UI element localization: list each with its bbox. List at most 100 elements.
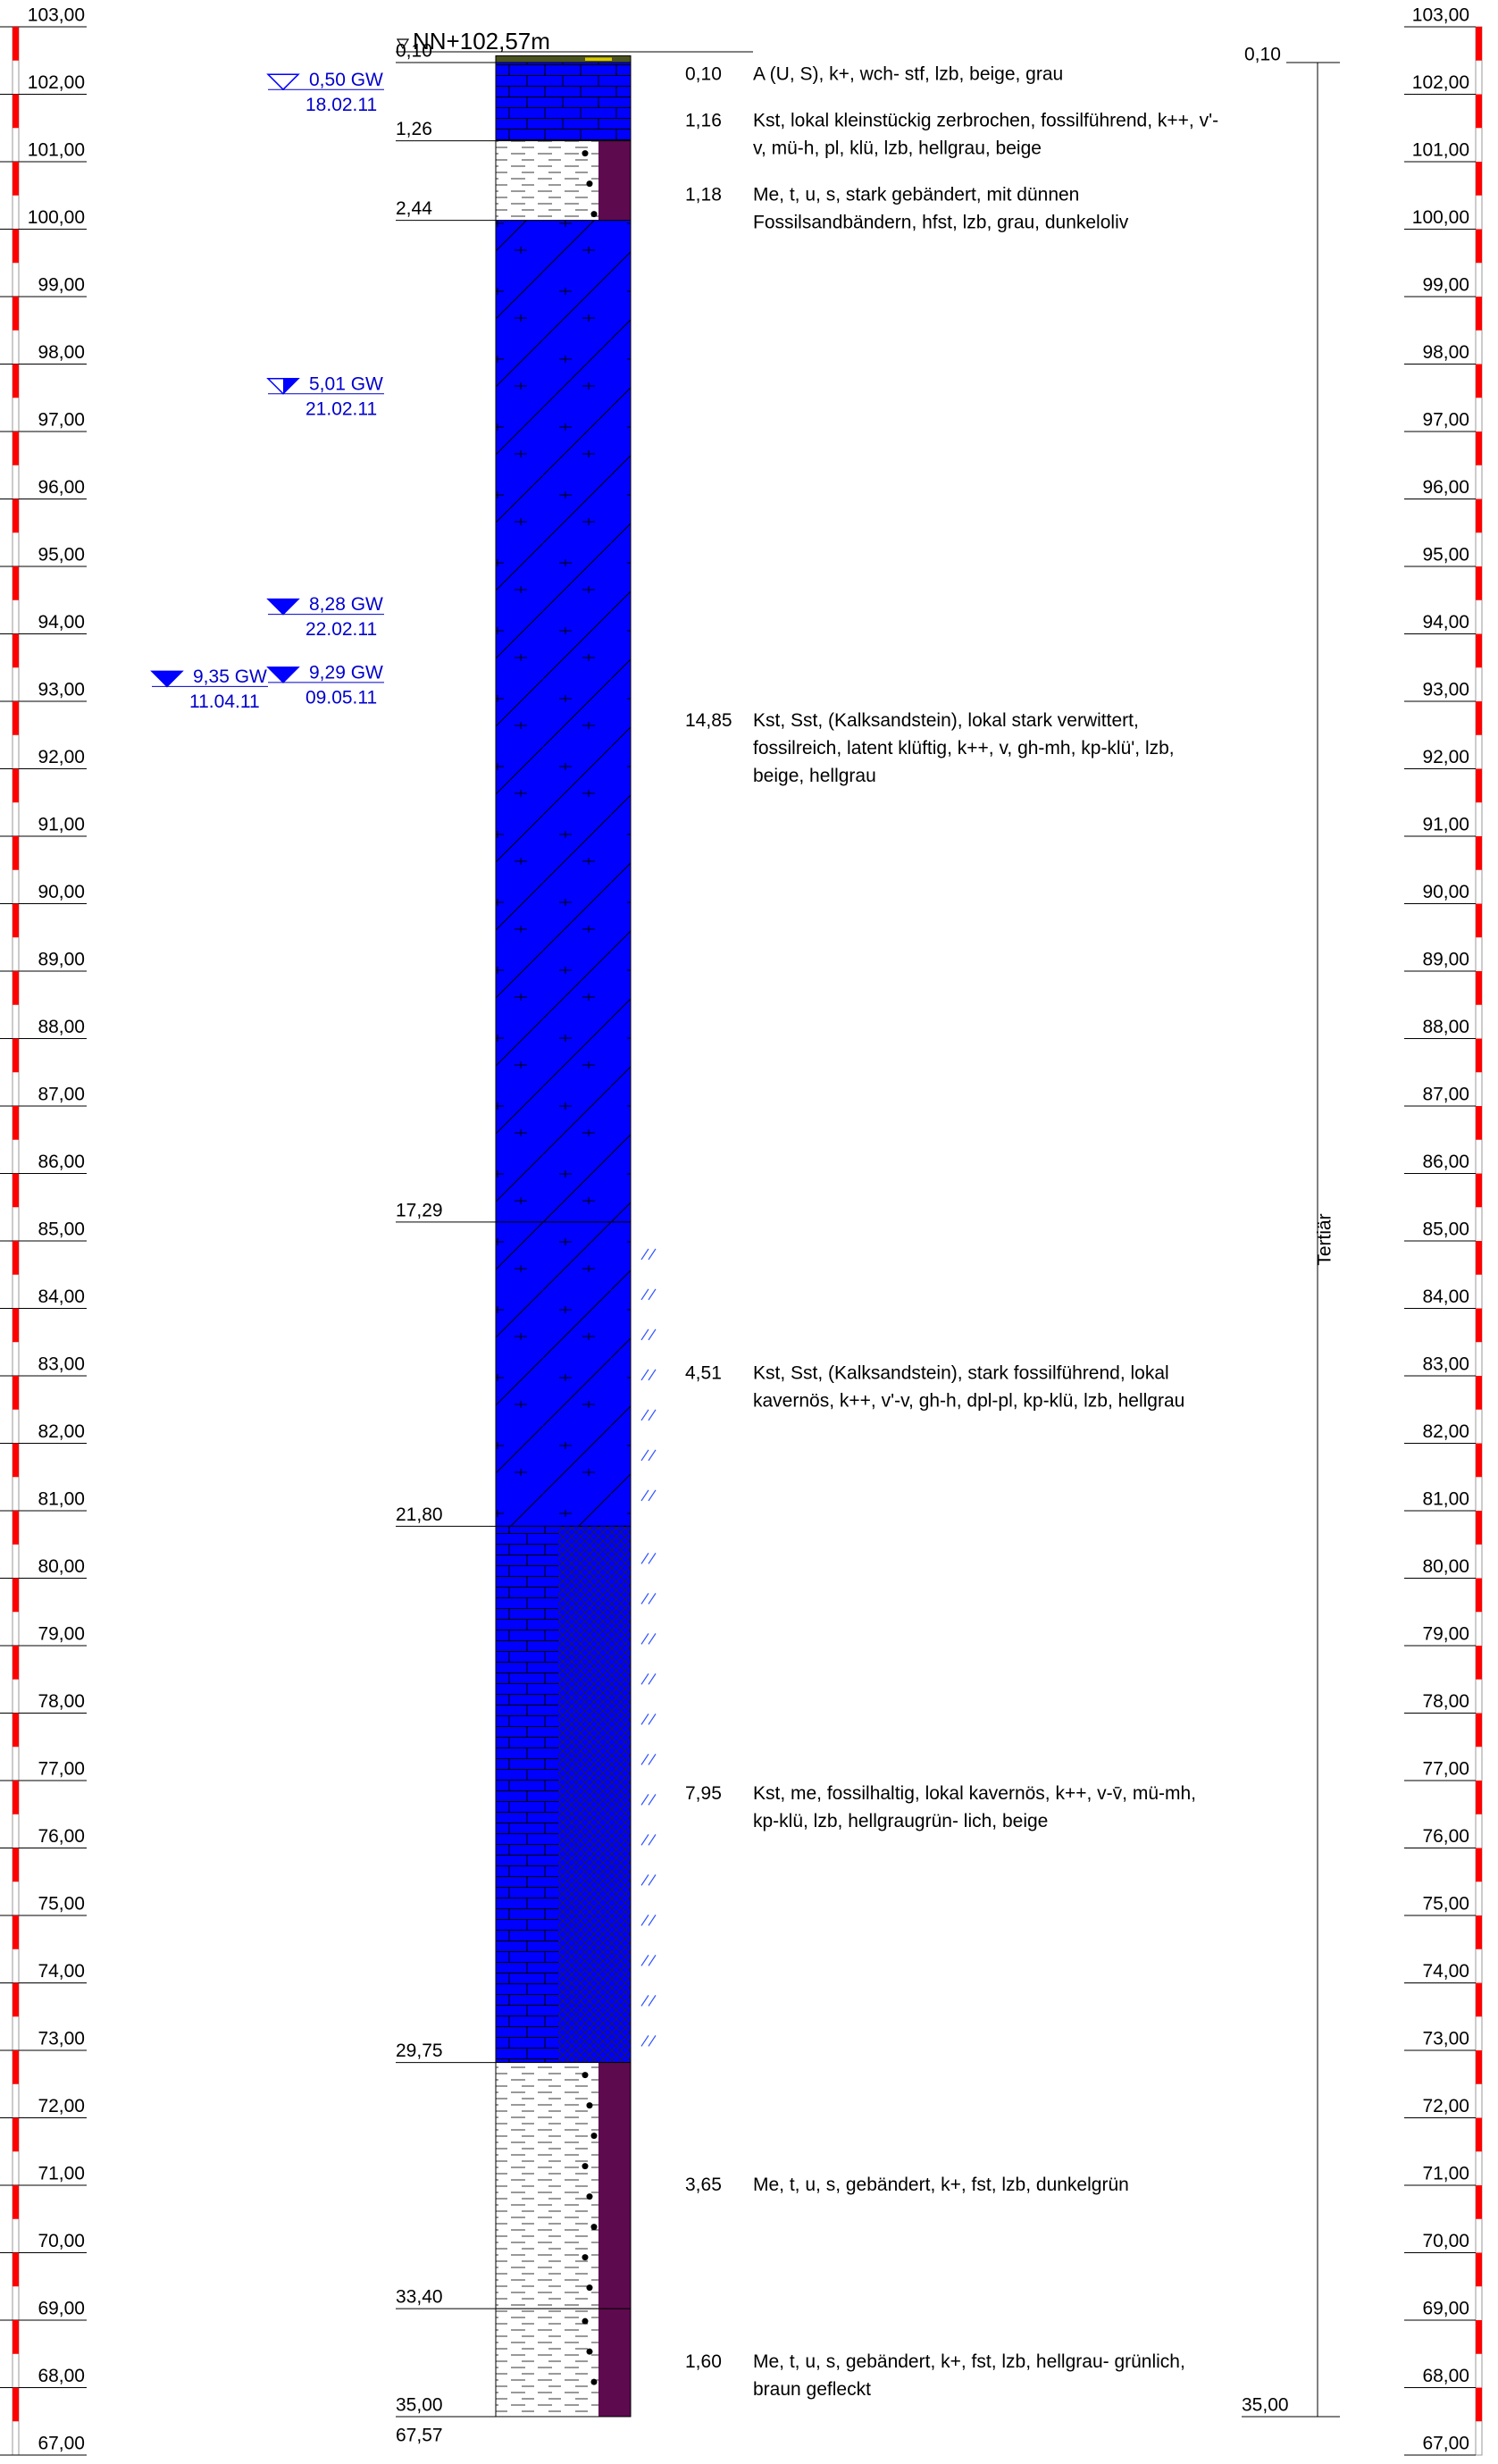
layer-description: Me, t, u, s, stark gebändert, mit dünnen <box>753 185 1079 205</box>
scale-segment <box>13 769 19 803</box>
elevation-label: 72,00 <box>38 2096 85 2116</box>
layer-fill <box>496 63 631 141</box>
scale-segment <box>13 2185 19 2219</box>
layer-dot <box>591 2379 598 2385</box>
water-marker-fill <box>283 379 298 394</box>
scale-segment <box>13 162 19 196</box>
layer-dot <box>587 2349 593 2355</box>
elevation-label: 90,00 <box>38 882 85 902</box>
elevation-label: 102,00 <box>1412 72 1469 93</box>
layer-symbol <box>641 2035 656 2046</box>
elevation-label: 69,00 <box>38 2299 85 2319</box>
layer-symbol <box>641 1289 656 1300</box>
scale-segment <box>13 836 19 870</box>
scale-segment <box>13 365 19 398</box>
scale-segment <box>13 1915 19 1949</box>
layer-description: Kst, Sst, (Kalksandstein), stark fossilf… <box>753 1363 1169 1384</box>
elevation-label: 81,00 <box>1422 1489 1469 1510</box>
scale-segment <box>13 432 19 465</box>
scale-segment <box>13 904 19 938</box>
elevation-label: 86,00 <box>38 1152 85 1172</box>
layer-thickness: 7,95 <box>685 1783 722 1804</box>
scale-segment <box>13 634 19 668</box>
scale-segment <box>13 1444 19 1478</box>
scale-segment <box>1476 2388 1482 2422</box>
layer-fill <box>496 1526 558 2062</box>
layer-dot <box>582 150 589 156</box>
elevation-label: 67,00 <box>1422 2434 1469 2454</box>
layer-symbol <box>641 1714 656 1724</box>
scale-segment <box>13 1511 19 1545</box>
elevation-label: 98,00 <box>38 342 85 363</box>
strat-top: 0,10 <box>1244 45 1281 65</box>
elevation-label: 75,00 <box>38 1894 85 1915</box>
layer-thickness: 1,60 <box>685 2351 722 2372</box>
elevation-label: 93,00 <box>38 680 85 700</box>
elevation-label: 90,00 <box>1422 882 1469 902</box>
layer-description: A (U, S), k+, wch- stf, lzb, beige, grau <box>753 64 1063 85</box>
elevation-label: 94,00 <box>1422 612 1469 633</box>
layer-depth: 33,40 <box>396 2287 443 2308</box>
layer-symbol <box>641 1450 656 1461</box>
scale-segment <box>13 701 19 735</box>
elevation-label: 95,00 <box>1422 545 1469 566</box>
scale-segment <box>13 1781 19 1814</box>
water-date: 21.02.11 <box>305 398 377 419</box>
elevation-label: 85,00 <box>38 1219 85 1240</box>
elevation-label: 72,00 <box>1422 2096 1469 2116</box>
water-date: 22.02.11 <box>305 619 377 640</box>
elevation-label: 96,00 <box>38 477 85 498</box>
water-date: 09.05.11 <box>305 687 377 708</box>
scale-segment <box>1476 1781 1482 1814</box>
scale-segment <box>13 2118 19 2152</box>
elevation-label: 92,00 <box>38 747 85 767</box>
scale-segment <box>1476 2050 1482 2084</box>
elevation-label: 71,00 <box>1422 2164 1469 2184</box>
water-marker <box>268 667 298 683</box>
layer-dot <box>587 180 593 187</box>
elevation-label: 98,00 <box>1422 342 1469 363</box>
layer-symbol <box>641 1633 656 1644</box>
scale-segment <box>1476 1511 1482 1545</box>
scale-segment <box>1476 499 1482 533</box>
layer-symbol <box>641 1593 656 1604</box>
scale-segment <box>13 297 19 331</box>
layer-thickness: 1,16 <box>685 111 722 131</box>
scale-segment <box>1476 1579 1482 1613</box>
scale-segment <box>13 2388 19 2422</box>
scale-segment <box>1476 1174 1482 1208</box>
layer-thickness: 1,18 <box>685 185 722 205</box>
scale-segment <box>1476 1983 1482 2017</box>
layer-depth: 17,29 <box>396 1200 443 1220</box>
layer-symbol <box>641 1370 656 1380</box>
layer-strip <box>598 2309 631 2417</box>
elevation-label: 79,00 <box>1422 1624 1469 1645</box>
scale-segment <box>1476 701 1482 735</box>
elevation-label: 79,00 <box>38 1624 85 1645</box>
scale-segment <box>13 1376 19 1410</box>
elevation-label: 84,00 <box>1422 1286 1469 1307</box>
layer-depth: 2,44 <box>396 198 432 219</box>
elevation-label: 91,00 <box>1422 815 1469 835</box>
scale-segment <box>13 1174 19 1208</box>
elevation-label: 69,00 <box>1422 2299 1469 2319</box>
layer-dot <box>591 2224 598 2230</box>
scale-segment <box>13 1241 19 1275</box>
scale-segment <box>1476 2185 1482 2219</box>
scale-segment <box>1476 1376 1482 1410</box>
water-marker <box>152 671 182 686</box>
water-label: 0,50 GW <box>309 70 383 90</box>
scale-segment <box>13 230 19 264</box>
scale-segment <box>1476 566 1482 600</box>
elevation-label: 73,00 <box>1422 2029 1469 2049</box>
elevation-label: 77,00 <box>1422 1759 1469 1780</box>
reference-label: NN+102,57m <box>413 28 550 54</box>
layer-fill <box>496 221 631 1222</box>
strat-bottom: 35,00 <box>1242 2395 1289 2416</box>
scale-segment <box>1476 1646 1482 1680</box>
elevation-label: 68,00 <box>38 2366 85 2386</box>
elevation-label: 83,00 <box>1422 1354 1469 1375</box>
scale-segment <box>13 566 19 600</box>
layer-description: braun gefleckt <box>753 2379 871 2400</box>
elevation-label: 96,00 <box>1422 477 1469 498</box>
